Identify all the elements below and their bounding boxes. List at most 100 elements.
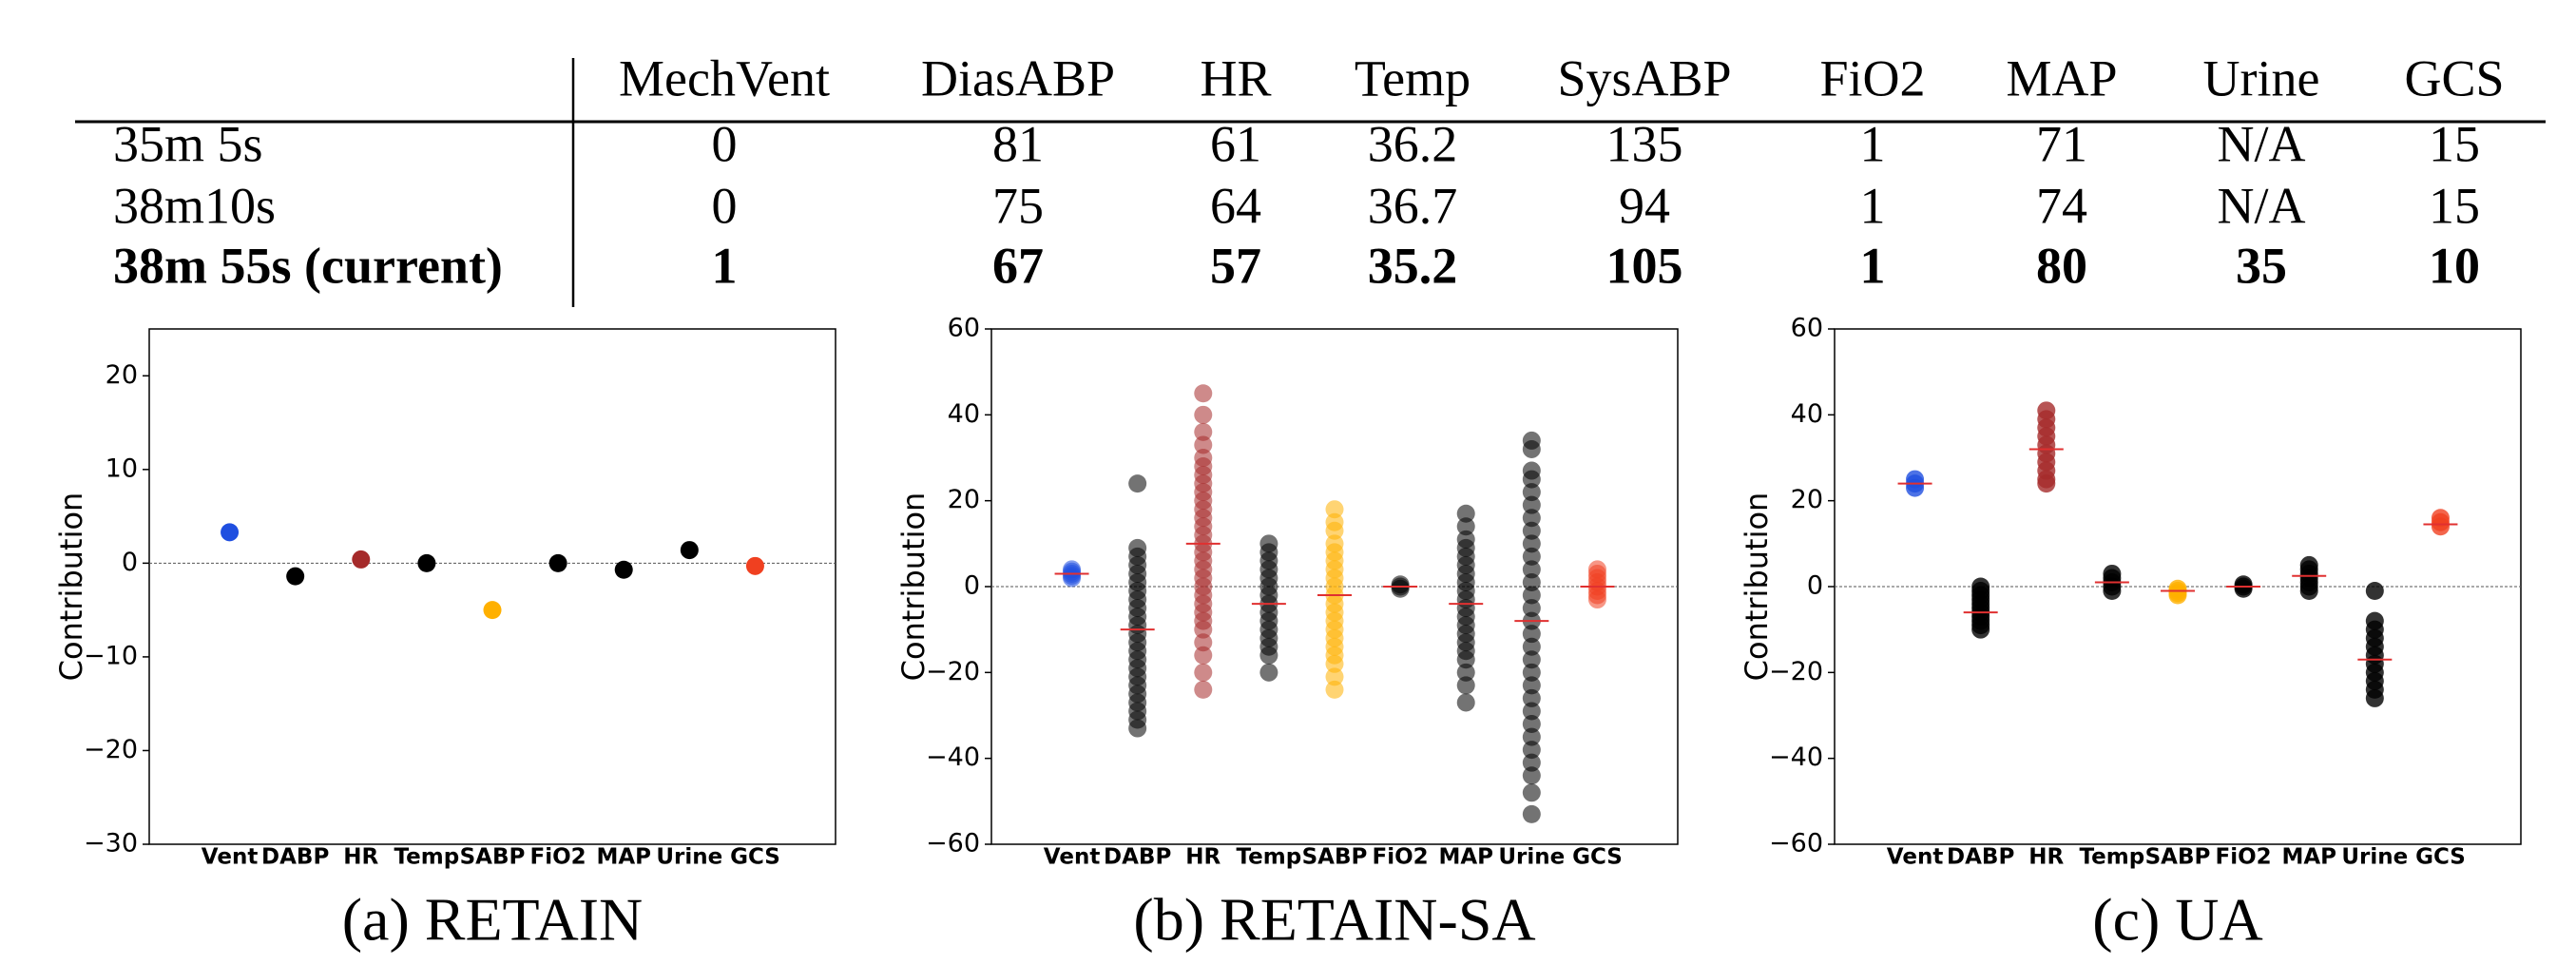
cell: 57 (1210, 237, 1261, 294)
dot (1325, 667, 1344, 686)
dot (1522, 766, 1541, 785)
chart: −60 −40 −20 0 20 40 60 Contribution (b) RETAIN-S… (895, 314, 1679, 954)
y-tick-label: 60 (1791, 314, 1823, 343)
y-tick-label: −40 (1769, 743, 1823, 772)
y-tick-label: −20 (926, 657, 980, 686)
cell: N/A (2218, 177, 2306, 234)
dot (1522, 702, 1541, 721)
y-tick-label: −40 (926, 743, 980, 772)
caption: (b) RETAIN-SA (1133, 886, 1535, 954)
row-label: 38m10s (113, 177, 276, 234)
y-tick-label: 60 (948, 314, 980, 343)
dot (1456, 504, 1475, 523)
column-header: MAP (2006, 49, 2117, 106)
dot (1194, 663, 1213, 682)
cell: 35.2 (1368, 237, 1458, 294)
dot (1325, 521, 1344, 540)
column-header: DiasABP (921, 49, 1115, 106)
x-tick-label: MAP (596, 845, 651, 870)
dot (1194, 633, 1213, 652)
x-tick-label: HR (343, 845, 378, 870)
dot (2299, 582, 2318, 601)
cell: 80 (2036, 237, 2087, 294)
dot (2103, 582, 2122, 601)
dot (1456, 517, 1475, 536)
x-tick-label: FiO2 (1373, 845, 1429, 870)
dot (1456, 663, 1475, 682)
y-tick-label: 10 (106, 454, 138, 483)
dot (1971, 620, 1990, 639)
dot (680, 541, 699, 560)
x-tick-label: Urine (2341, 845, 2408, 870)
dot (2431, 509, 2450, 528)
y-tick-label: −20 (84, 735, 138, 764)
row-label: 38m 55s (current) (113, 237, 503, 294)
column-header: HR (1200, 49, 1271, 106)
dot (483, 601, 502, 620)
x-tick-label: Vent (1044, 845, 1101, 870)
dot (1391, 579, 1410, 598)
y-tick-label: 40 (1791, 399, 1823, 429)
y-tick-label: 20 (1791, 485, 1823, 514)
dot (1522, 509, 1541, 528)
dot (2234, 579, 2253, 598)
x-tick-label: SABP (460, 845, 526, 870)
cell: 71 (2036, 115, 2087, 172)
cell: N/A (2218, 115, 2306, 172)
dot (1194, 422, 1213, 441)
x-tick-label: FiO2 (2216, 845, 2272, 870)
dot (1522, 495, 1541, 514)
dot (1522, 663, 1541, 682)
dot (1194, 680, 1213, 699)
dot (1522, 715, 1541, 734)
column-header: Temp (1355, 49, 1471, 106)
dot (1128, 719, 1147, 738)
cell: 64 (1210, 177, 1261, 234)
cell: 74 (2036, 177, 2087, 234)
y-tick-label: −60 (926, 829, 980, 859)
y-tick-label: 0 (1807, 571, 1823, 601)
dot (1325, 500, 1344, 519)
table: MechVent DiasABP HR Temp SysABP FiO2 MAP Urine G… (75, 49, 2546, 307)
dot (1522, 521, 1541, 540)
dot (1522, 753, 1541, 772)
dot (1522, 688, 1541, 707)
column-header: FiO2 (1819, 49, 1925, 106)
y-tick-label: 20 (948, 485, 980, 514)
cell: 15 (2429, 115, 2480, 172)
dot (286, 567, 305, 586)
x-tick-label: MAP (1438, 845, 1493, 870)
x-tick-label: Vent (202, 845, 259, 870)
dot (1194, 646, 1213, 665)
dot (1522, 625, 1541, 644)
x-tick-label: GCS (730, 845, 780, 870)
x-tick-label: GCS (2415, 845, 2466, 870)
caption: (c) UA (2092, 886, 2262, 954)
cell: 1 (1860, 177, 1886, 234)
cell: 75 (992, 177, 1044, 234)
dot (1522, 547, 1541, 566)
cell: 81 (992, 115, 1044, 172)
plot-frame (148, 328, 836, 845)
y-tick-label: 0 (964, 571, 980, 601)
x-tick-label: Temp (1237, 845, 1302, 870)
dot (1325, 654, 1344, 673)
x-tick-label: HR (2028, 845, 2064, 870)
dot (352, 550, 371, 569)
dot (2168, 586, 2187, 605)
y-tick-label: −60 (1769, 829, 1823, 859)
dot (745, 556, 764, 575)
dot (1587, 590, 1606, 609)
dot (1522, 650, 1541, 669)
dot (1522, 599, 1541, 618)
cell: 67 (992, 237, 1044, 294)
dot (1522, 804, 1541, 823)
dot (1522, 560, 1541, 579)
dot (614, 560, 633, 579)
cell: 61 (1210, 115, 1261, 172)
x-tick-label: DABP (1947, 845, 2014, 870)
x-tick-label: Urine (1498, 845, 1565, 870)
cell: 15 (2429, 177, 2480, 234)
x-tick-label: SABP (2145, 845, 2211, 870)
